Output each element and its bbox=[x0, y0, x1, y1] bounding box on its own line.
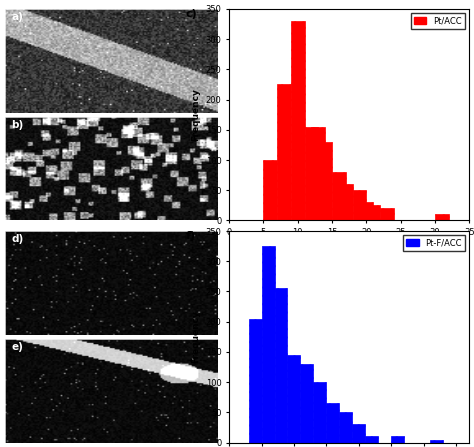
Bar bbox=[430, 439, 443, 443]
Bar bbox=[264, 160, 277, 220]
X-axis label: Particles diameter (nm): Particles diameter (nm) bbox=[289, 243, 410, 252]
Bar bbox=[352, 424, 365, 443]
Bar bbox=[380, 208, 394, 220]
Bar bbox=[366, 205, 380, 220]
Bar bbox=[353, 190, 366, 220]
Text: f): f) bbox=[186, 231, 196, 241]
Text: d): d) bbox=[11, 234, 23, 244]
Bar bbox=[359, 202, 373, 220]
Bar bbox=[291, 21, 305, 220]
Bar bbox=[339, 412, 352, 443]
Bar bbox=[332, 172, 346, 220]
Bar bbox=[339, 184, 353, 220]
Bar bbox=[318, 142, 332, 220]
Bar bbox=[365, 436, 378, 443]
Text: c): c) bbox=[186, 9, 198, 19]
Bar bbox=[311, 127, 325, 220]
Legend: Pt-F/ACC: Pt-F/ACC bbox=[403, 235, 465, 251]
Y-axis label: Frequency: Frequency bbox=[191, 310, 200, 363]
Bar bbox=[305, 127, 318, 220]
Bar bbox=[277, 84, 291, 220]
Text: b): b) bbox=[11, 120, 23, 130]
Text: e): e) bbox=[11, 342, 23, 352]
Bar bbox=[301, 364, 313, 443]
Bar bbox=[313, 382, 327, 443]
Bar bbox=[392, 436, 404, 443]
Bar bbox=[274, 288, 288, 443]
Bar bbox=[288, 355, 301, 443]
Text: a): a) bbox=[11, 12, 23, 22]
Bar bbox=[248, 319, 262, 443]
Y-axis label: Frequency: Frequency bbox=[191, 88, 200, 141]
Bar bbox=[435, 215, 449, 220]
Bar bbox=[327, 403, 339, 443]
Bar bbox=[262, 246, 274, 443]
Legend: Pt/ACC: Pt/ACC bbox=[410, 13, 465, 29]
